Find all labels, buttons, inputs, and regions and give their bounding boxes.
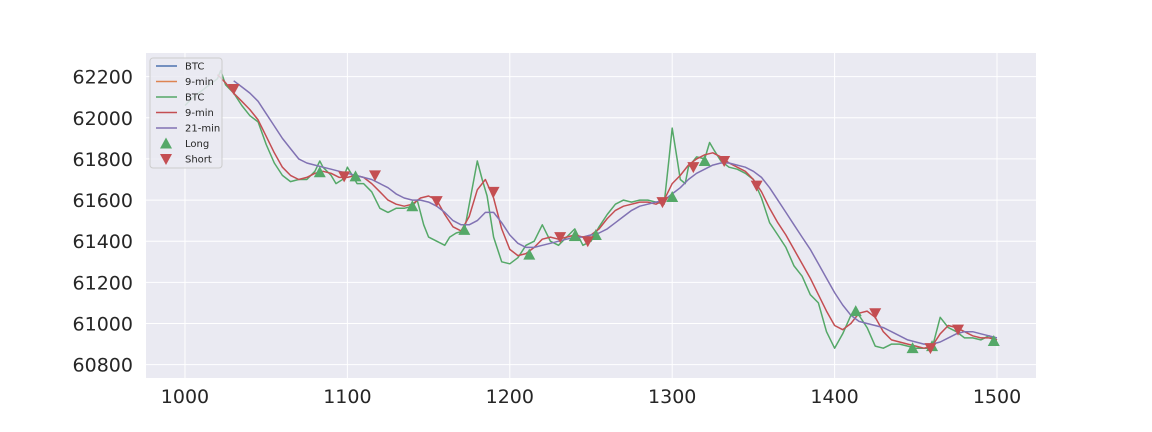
y-tick-label: 61800 — [73, 149, 133, 171]
grid — [146, 53, 1036, 378]
plot-area — [146, 53, 1036, 378]
long-marker — [458, 223, 471, 235]
ma-21-min-line — [233, 80, 998, 345]
short-marker — [656, 197, 669, 209]
x-tick-label: 1500 — [973, 386, 1021, 408]
legend-label: Long — [185, 139, 209, 150]
x-tick-label: 1300 — [648, 386, 696, 408]
long-marker — [349, 170, 362, 182]
short-marker — [687, 162, 700, 174]
long-marker — [568, 230, 581, 242]
ma-9-min-line — [216, 74, 998, 349]
long-marker — [987, 334, 1000, 346]
legend-label: BTC — [185, 93, 204, 104]
y-tick-label: 61000 — [73, 313, 133, 335]
short-marker — [952, 324, 965, 336]
short-marker — [368, 170, 381, 182]
long-marker — [313, 166, 326, 178]
long-marker — [698, 154, 711, 166]
long-marker — [523, 248, 536, 260]
y-tick-label: 62000 — [73, 108, 133, 130]
x-axis-ticks: 1000 1100 1200 1300 1400 1500 — [161, 386, 1021, 408]
legend-label: 9-min — [185, 108, 214, 119]
short-marker — [718, 155, 731, 167]
y-tick-label: 60800 — [73, 355, 133, 377]
short-marker — [924, 343, 937, 355]
long-marker — [406, 200, 419, 212]
long-marker — [906, 342, 919, 354]
short-marker — [750, 180, 763, 192]
y-tick-label: 61200 — [73, 272, 133, 294]
legend-label: 9-min — [185, 77, 214, 88]
y-tick-label: 61600 — [73, 190, 133, 212]
signal-markers — [227, 83, 1000, 355]
legend: BTC 9-min BTC 9-min 21-min Long Short — [149, 57, 223, 169]
short-marker — [487, 186, 500, 198]
legend-label: 21-min — [185, 124, 220, 135]
series-lines — [184, 69, 998, 349]
legend-swatch — [160, 137, 172, 149]
legend-box — [149, 57, 223, 169]
long-marker — [849, 305, 862, 317]
x-tick-label: 1000 — [161, 386, 209, 408]
x-tick-label: 1400 — [810, 386, 858, 408]
short-marker — [338, 171, 351, 183]
y-axis-ticks: 60800 61000 61200 61400 61600 61800 62000 62200 — [73, 67, 133, 377]
x-tick-label: 1200 — [486, 386, 534, 408]
short-marker — [554, 232, 567, 244]
legend-label: Short — [185, 155, 212, 166]
short-marker — [869, 308, 882, 320]
legend-label: BTC — [185, 62, 204, 73]
x-tick-label: 1100 — [323, 386, 371, 408]
short-marker — [581, 236, 594, 248]
long-marker — [666, 190, 679, 202]
y-tick-label: 61400 — [73, 231, 133, 253]
legend-swatch — [160, 154, 172, 165]
short-marker — [227, 83, 240, 95]
short-marker — [430, 196, 443, 208]
y-tick-label: 62200 — [73, 67, 133, 89]
